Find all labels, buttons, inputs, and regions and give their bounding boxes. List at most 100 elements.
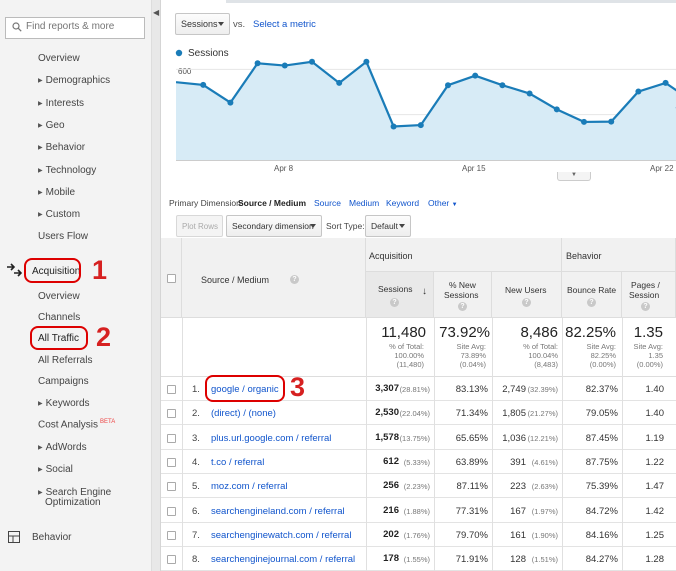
data-point[interactable]	[499, 82, 506, 89]
row-checkbox[interactable]	[167, 409, 176, 419]
nav-cost-analysis[interactable]: Cost Analysis BETA	[38, 419, 115, 430]
nav-social[interactable]: ▶ Social	[38, 464, 73, 475]
sub-line: (8,483)	[534, 360, 558, 369]
dimension-keyword[interactable]: Keyword	[386, 198, 420, 208]
help-icon[interactable]: ?	[458, 302, 467, 311]
data-point[interactable]	[526, 90, 533, 97]
col-bounce-rate[interactable]: Bounce Rate ?	[562, 272, 622, 318]
sidebar-collapse-handle[interactable]: ◀	[152, 0, 161, 571]
pages-session-value: 1.28	[645, 554, 665, 566]
source-medium-link[interactable]: moz.com / referral	[211, 481, 288, 493]
select-all-checkbox[interactable]	[167, 274, 176, 283]
help-icon[interactable]: ?	[390, 298, 399, 307]
nav-behavior[interactable]: ▶ Behavior	[38, 142, 85, 153]
dimension-source-medium[interactable]: Source / Medium	[238, 198, 307, 208]
row-checkbox[interactable]	[167, 555, 176, 565]
secondary-dimension-dropdown[interactable]: Secondary dimension	[226, 215, 322, 237]
new-sessions-value: 65.65%	[455, 432, 488, 444]
data-point[interactable]	[336, 79, 343, 86]
data-point[interactable]	[254, 60, 261, 67]
data-point[interactable]	[417, 122, 424, 129]
nav-acquisition[interactable]: Acquisition	[32, 266, 80, 277]
table-row: 4. t.co / referral 612 (5.33%) 63.89% 391 (4.6…	[161, 450, 676, 474]
secondary-label: Secondary dimension	[232, 221, 314, 231]
nav-demographics[interactable]: ▶ Demographics	[38, 75, 110, 86]
row-checkbox[interactable]	[167, 433, 176, 443]
annotation-box-3	[205, 375, 285, 402]
nav-campaigns[interactable]: Campaigns	[38, 376, 89, 387]
nav-behavior-section[interactable]: Behavior	[32, 532, 71, 543]
data-point[interactable]	[472, 72, 479, 79]
dimension-other[interactable]: Other ▼	[428, 198, 458, 208]
data-point[interactable]	[581, 118, 587, 125]
select-metric-link[interactable]: Select a metric	[253, 19, 316, 30]
expand-arrow-icon: ▶	[38, 190, 43, 196]
dimension-source[interactable]: Source	[314, 198, 341, 208]
source-medium-link[interactable]: google / organic	[211, 384, 279, 395]
help-icon[interactable]: ?	[290, 275, 299, 284]
nav-adwords[interactable]: ▶ AdWords	[38, 442, 87, 453]
sessions-value: 216	[383, 504, 399, 516]
help-icon[interactable]: ?	[522, 298, 531, 307]
total-sessions: 11,480	[381, 324, 426, 341]
row-checkbox[interactable]	[167, 457, 176, 467]
nav-acq-overview[interactable]: Overview	[38, 291, 80, 302]
metric-dropdown[interactable]: Sessions	[175, 13, 230, 35]
col-pages-session[interactable]: Pages / Session ?	[622, 272, 676, 318]
new-sessions-value: 87.11%	[456, 481, 488, 493]
data-point[interactable]	[200, 81, 207, 88]
chart-resize-handle[interactable]: ▼	[557, 172, 591, 181]
nav-custom[interactable]: ▶ Custom	[38, 209, 80, 220]
dimension-medium[interactable]: Medium	[349, 198, 380, 208]
row-checkbox[interactable]	[167, 482, 176, 492]
nav-geo[interactable]: ▶ Geo	[38, 120, 65, 131]
col-new-users[interactable]: New Users ?	[492, 272, 562, 318]
nav-mobile[interactable]: ▶ Mobile	[38, 187, 75, 198]
data-point[interactable]	[227, 99, 234, 106]
nav-all-traffic[interactable]: All Traffic	[38, 333, 79, 344]
nav-label: AdWords	[45, 442, 87, 453]
row-checkbox[interactable]	[167, 530, 176, 540]
row-checkbox[interactable]	[167, 385, 176, 394]
plot-rows-button[interactable]: Plot Rows	[176, 215, 223, 237]
nav-interests[interactable]: ▶ Interests	[38, 98, 84, 109]
sort-type-dropdown[interactable]: Default	[365, 215, 411, 237]
nav-channels[interactable]: Channels	[38, 312, 80, 323]
help-icon[interactable]: ?	[587, 298, 596, 307]
data-point[interactable]	[309, 58, 315, 65]
data-point[interactable]	[363, 58, 370, 65]
data-point[interactable]	[281, 62, 288, 69]
collapse-arrow-icon: ◀	[153, 8, 160, 17]
data-point[interactable]	[662, 79, 669, 86]
header-source-medium[interactable]: Source / Medium ?	[182, 238, 366, 318]
search-input[interactable]	[26, 21, 141, 32]
source-medium-link[interactable]: (direct) / (none)	[211, 408, 276, 420]
data-point[interactable]	[553, 106, 560, 113]
nav-users-flow[interactable]: Users Flow	[38, 231, 88, 242]
new-users-value: 1,036	[502, 432, 526, 444]
row-number: 3.	[192, 432, 200, 444]
nav-all-referrals[interactable]: All Referrals	[38, 355, 92, 366]
col-sessions[interactable]: Sessions ↓ ?	[366, 272, 434, 318]
source-medium-link[interactable]: searchenginejournal.com / referral	[211, 554, 356, 566]
source-medium-link[interactable]: searchenginewatch.com / referral	[211, 529, 352, 541]
search-box[interactable]	[5, 17, 145, 39]
nav-keywords[interactable]: ▶ Keywords	[38, 398, 90, 409]
row-checkbox[interactable]	[167, 506, 176, 516]
data-point[interactable]	[635, 88, 642, 95]
nav-audience-overview[interactable]: Overview	[38, 53, 80, 64]
group-label: Acquisition	[369, 251, 413, 261]
row-number: 1.	[192, 384, 200, 395]
sub-line: 73.89%	[460, 351, 486, 360]
source-medium-link[interactable]: searchengineland.com / referral	[211, 505, 345, 517]
col-new-sessions[interactable]: % New Sessions ?	[434, 272, 492, 318]
source-medium-link[interactable]: plus.url.google.com / referral	[211, 432, 332, 444]
data-point[interactable]	[608, 118, 615, 125]
nav-seo[interactable]: ▶ Search Engine	[38, 487, 111, 498]
expand-arrow-icon: ▶	[38, 101, 43, 107]
nav-technology[interactable]: ▶ Technology	[38, 165, 96, 176]
help-icon[interactable]: ?	[641, 302, 650, 311]
data-point[interactable]	[390, 123, 397, 130]
source-medium-link[interactable]: t.co / referral	[211, 456, 265, 468]
data-point[interactable]	[445, 82, 451, 89]
